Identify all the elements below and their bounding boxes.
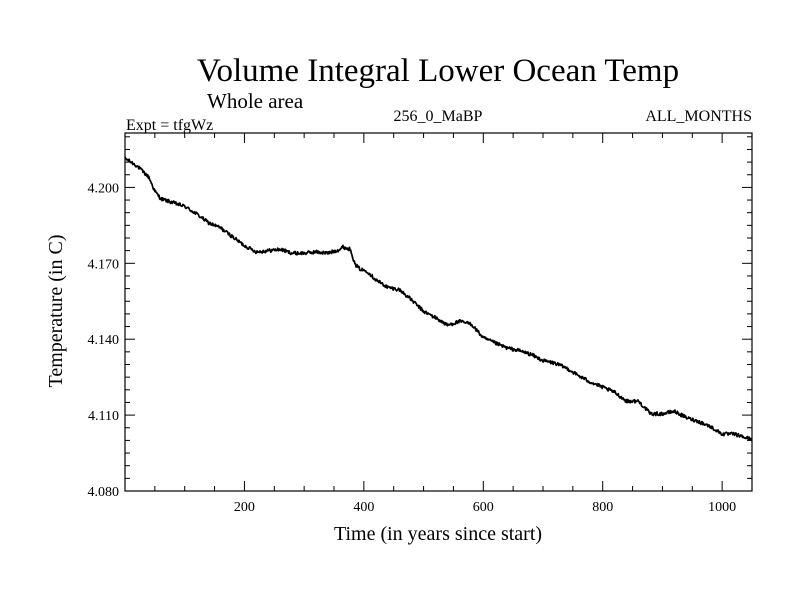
x-tick-label: 200	[234, 500, 255, 515]
temperature-series-line	[124, 156, 753, 442]
y-tick-label: 4.140	[88, 333, 120, 348]
y-tick-label: 4.200	[88, 181, 120, 196]
x-tick-label: 1000	[708, 500, 736, 515]
x-tick-label: 800	[592, 500, 613, 515]
months-label: ALL_MONTHS	[645, 108, 752, 125]
plot-frame	[124, 132, 753, 492]
y-tick-label: 4.170	[88, 257, 120, 272]
x-tick-label: 400	[353, 500, 374, 515]
x-tick-labels: 200 400 600 800 1000	[234, 500, 736, 515]
center-label: 256_0_MaBP	[394, 108, 483, 125]
chart-subtitle: Whole area	[207, 89, 304, 113]
y-tick-label: 4.080	[88, 485, 120, 500]
y-tick-labels: 4.080 4.110 4.140 4.170 4.200	[88, 181, 120, 500]
axis-ticks	[125, 133, 752, 492]
chart-title: Volume Integral Lower Ocean Temp	[197, 53, 679, 89]
x-tick-label: 600	[473, 500, 494, 515]
y-axis-label: Temperature (in C)	[45, 235, 67, 388]
x-axis-label: Time (in years since start)	[334, 523, 542, 545]
expt-label: Expt = tfgWz	[126, 117, 213, 134]
y-tick-label: 4.110	[88, 409, 119, 424]
